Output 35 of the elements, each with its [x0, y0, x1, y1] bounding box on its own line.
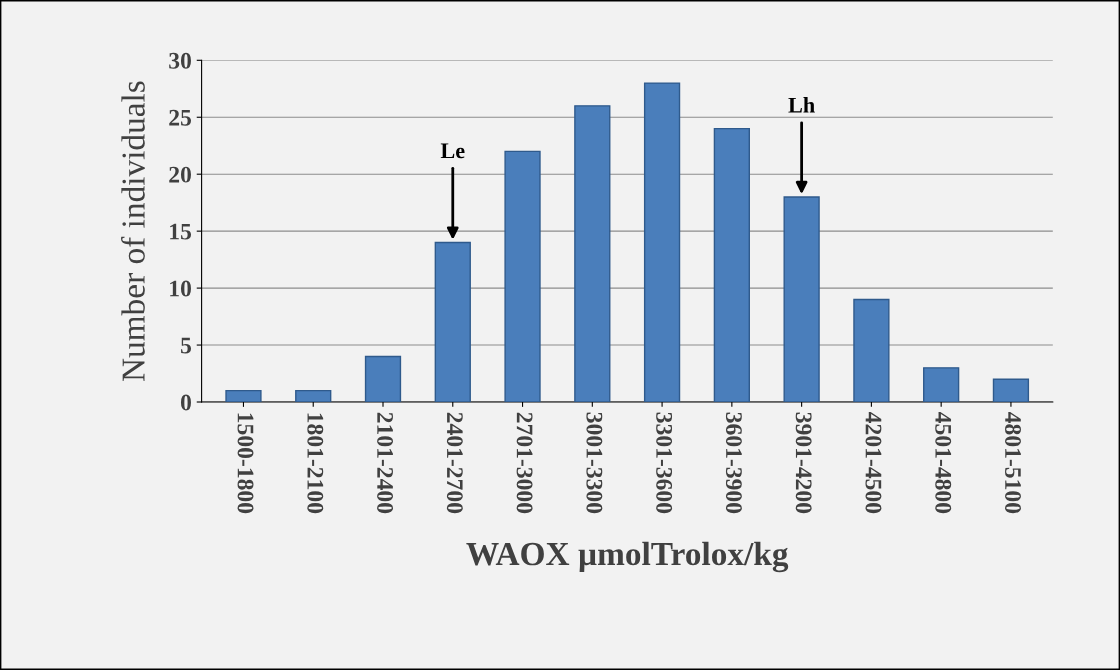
- y-tick-label: 10: [170, 280, 191, 297]
- x-tick-label: 1500-1800: [237, 413, 254, 514]
- y-tick-label: 20: [169, 166, 191, 183]
- bar: [504, 150, 541, 402]
- x-tick-label: 1801-2100: [307, 413, 324, 514]
- bar: [364, 355, 402, 402]
- annotation: Le: [440, 143, 465, 159]
- x-tick-label: 3901-4200: [795, 412, 812, 514]
- y-tick-label: 5: [181, 337, 192, 354]
- x-tick-label: 2101-2400: [377, 412, 394, 514]
- y-tick-label: 15: [170, 223, 192, 240]
- bar: [713, 127, 750, 402]
- y-tick-label: 30: [169, 52, 191, 69]
- x-tick-label: 4501-4800: [935, 412, 952, 514]
- x-axis-title: WAOX µmolTrolox/kg: [466, 541, 789, 573]
- y-tick-label: 25: [169, 109, 192, 126]
- x-tick-label: 4201-4500: [865, 412, 882, 514]
- bar: [923, 367, 960, 402]
- bar: [992, 378, 1030, 402]
- y-axis-title: Number of individuals: [121, 81, 145, 382]
- bar: [574, 105, 611, 402]
- bar: [295, 389, 332, 402]
- bar: [225, 389, 262, 402]
- y-tick-label: 0: [180, 394, 191, 411]
- bar: [643, 82, 681, 402]
- annotation: Lh: [788, 97, 815, 113]
- x-tick-label: 2701-3000: [516, 412, 533, 514]
- bar: [853, 298, 890, 402]
- bar: [783, 196, 820, 402]
- x-tick-label: 4801-5100: [1005, 412, 1021, 514]
- x-tick-label: 3601-3900: [725, 412, 742, 514]
- x-tick-label: 3001-3300: [586, 412, 603, 514]
- x-tick-label: 2401-2700: [446, 412, 463, 514]
- x-tick-label: 3301-3600: [656, 412, 673, 514]
- bar: [434, 241, 471, 402]
